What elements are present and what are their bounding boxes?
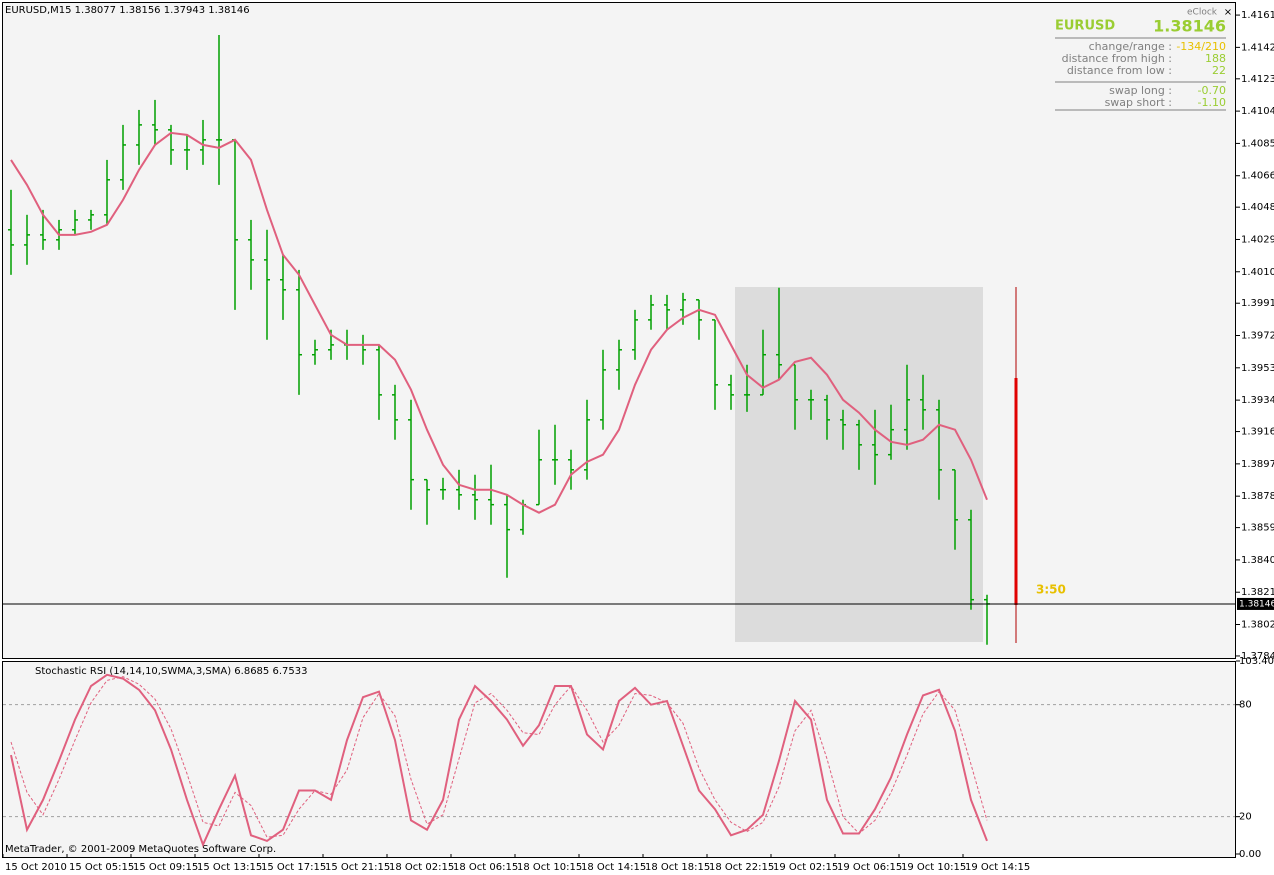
- y-tick-label: 0.00: [1239, 849, 1261, 860]
- x-tick-label: 18 Oct 18:15: [645, 862, 710, 873]
- footer: MetaTrader, © 2001-2009 MetaQuotes Softw…: [5, 844, 276, 855]
- clock-row-label: swap short :: [1105, 96, 1172, 109]
- y-tick-label: 1.39915: [1241, 298, 1274, 309]
- indicator-title: Stochastic RSI (14,14,10,SWMA,3,SMA) 6.8…: [35, 666, 307, 677]
- y-tick-label: 1.37840: [1241, 651, 1274, 662]
- indicator-panel: [2, 661, 1236, 858]
- y-tick-label: 1.39725: [1241, 331, 1274, 342]
- x-tick-label: 19 Oct 10:15: [901, 862, 966, 873]
- clock-row-value: 188: [1205, 52, 1226, 65]
- x-tick-label: 15 Oct 13:15: [197, 862, 262, 873]
- clock-price: 1.38146: [1153, 17, 1226, 36]
- x-tick-label: 15 Oct 17:15: [261, 862, 326, 873]
- y-tick-label: 80: [1239, 700, 1252, 711]
- chart-title: EURUSD,M15 1.38077 1.38156 1.37943 1.381…: [5, 5, 250, 16]
- y-tick-label: 1.41610: [1241, 10, 1274, 21]
- clock-row-value: -134/210: [1176, 40, 1226, 53]
- y-tick-label: 1.38215: [1241, 587, 1274, 598]
- indicator-line: [10, 673, 988, 848]
- x-tick-label: 15 Oct 21:15: [325, 862, 390, 873]
- y-tick-label: 1.40100: [1241, 267, 1274, 278]
- y-tick-label: 1.40290: [1241, 234, 1274, 245]
- y-tick-label: 1.39535: [1241, 363, 1274, 374]
- clock-row-label: distance from low :: [1067, 64, 1172, 77]
- moving-average: [10, 131, 988, 514]
- y-tick-label: 1.41420: [1241, 42, 1274, 53]
- y-tick-label: 1.38025: [1241, 620, 1274, 631]
- y-tick-label: 1.41045: [1241, 106, 1274, 117]
- clock-symbol: EURUSD: [1055, 19, 1115, 34]
- y-tick-label: 1.41235: [1241, 74, 1274, 85]
- x-tick-label: 19 Oct 02:15: [773, 862, 838, 873]
- x-tick-label: 18 Oct 10:15: [517, 862, 582, 873]
- timer-text: 3:50: [1036, 583, 1066, 597]
- price-panel: [2, 2, 1236, 659]
- y-tick-label: 1.38780: [1241, 491, 1274, 502]
- x-tick-label: 19 Oct 14:15: [965, 862, 1030, 873]
- price-tag: 1.38146: [1239, 599, 1274, 609]
- y-tick-label: 1.38405: [1241, 555, 1274, 566]
- y-tick-label: 1.38970: [1241, 459, 1274, 470]
- indicator-line: [10, 676, 988, 838]
- y-tick-label: 1.39345: [1241, 395, 1274, 406]
- x-tick-label: 18 Oct 06:15: [453, 862, 518, 873]
- x-tick-label: 15 Oct 09:15: [133, 862, 198, 873]
- x-tick-label: 18 Oct 02:15: [389, 862, 454, 873]
- y-tick-label: 1.40855: [1241, 138, 1274, 149]
- y-tick-label: 1.40480: [1241, 202, 1274, 213]
- clock-title: eClock: [1187, 8, 1218, 18]
- clock-close[interactable]: ×: [1224, 7, 1232, 18]
- y-tick-label: 20: [1239, 812, 1252, 823]
- price-tag-bg: [1237, 597, 1274, 610]
- x-tick-label: 15 Oct 2010: [5, 862, 67, 873]
- y-tick-label: 1.39160: [1241, 427, 1274, 438]
- x-tick-label: 18 Oct 14:15: [581, 862, 646, 873]
- clock-row-label: change/range :: [1089, 40, 1172, 53]
- x-tick-label: 19 Oct 06:15: [837, 862, 902, 873]
- y-tick-label: 1.40665: [1241, 171, 1274, 182]
- clock-row-label: distance from high :: [1062, 52, 1172, 65]
- clock-panel: eClock × EURUSD 1.38146: [1055, 7, 1232, 111]
- clock-row-label: swap long :: [1109, 84, 1172, 97]
- y-tick-label: 1.38595: [1241, 523, 1274, 534]
- clock-row-value: -1.10: [1198, 96, 1226, 109]
- clock-row-value: -0.70: [1198, 84, 1226, 97]
- x-tick-label: 18 Oct 22:15: [709, 862, 774, 873]
- x-tick-label: 15 Oct 05:15: [69, 862, 134, 873]
- clock-row-value: 22: [1212, 64, 1226, 77]
- y-tick-label: 103.4050: [1239, 656, 1274, 667]
